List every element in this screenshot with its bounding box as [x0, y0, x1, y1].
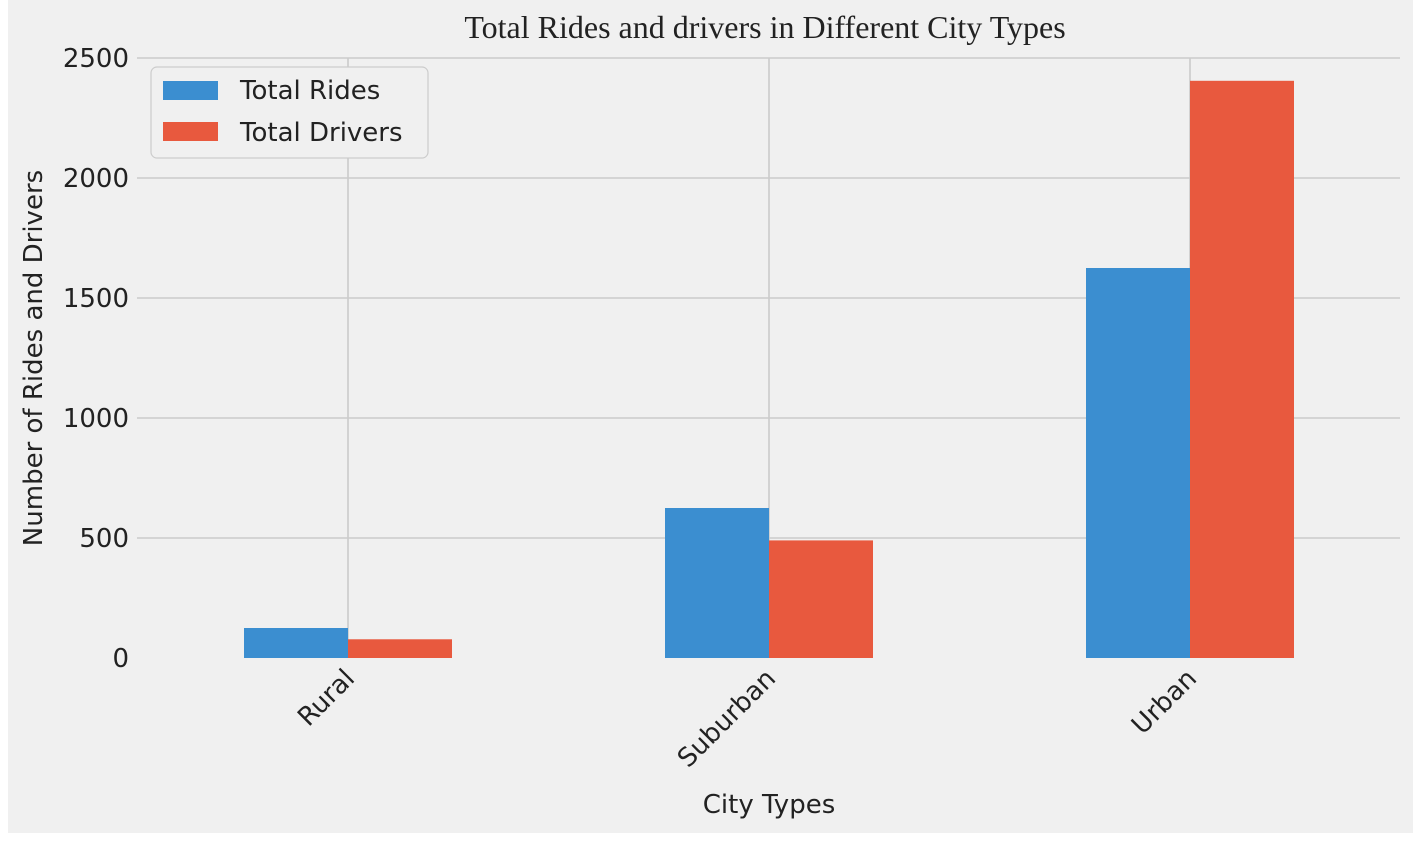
bar-total-rides-rural [244, 628, 348, 658]
legend-label-total-rides: Total Rides [239, 76, 380, 106]
bar-total-rides-suburban [665, 508, 769, 658]
legend-swatch-total-drivers [163, 122, 218, 141]
y-tick-label: 0 [112, 644, 129, 674]
y-tick-label: 2000 [63, 164, 129, 194]
legend: Total Rides Total Drivers [150, 66, 429, 159]
bar-total-drivers-rural [348, 639, 452, 658]
bar-total-drivers-urban [1190, 80, 1294, 659]
y-tick-label: 1000 [63, 404, 129, 434]
y-tick-label: 2500 [63, 44, 129, 74]
legend-label-total-drivers: Total Drivers [239, 118, 403, 148]
y-axis-label: Number of Rides and Drivers [19, 170, 49, 546]
y-tick-label: 500 [79, 524, 129, 554]
y-axis-ticks: 0 500 1000 1500 2000 2500 [63, 44, 129, 674]
bar-total-rides-urban [1086, 268, 1190, 658]
legend-box [150, 66, 429, 159]
bar-total-drivers-suburban [769, 540, 873, 658]
x-axis-label: City Types [703, 790, 836, 820]
bars [244, 80, 1294, 659]
chart-title: Total Rides and drivers in Different Cit… [464, 9, 1065, 45]
y-tick-label: 1500 [63, 284, 129, 314]
legend-swatch-total-rides [163, 81, 218, 100]
